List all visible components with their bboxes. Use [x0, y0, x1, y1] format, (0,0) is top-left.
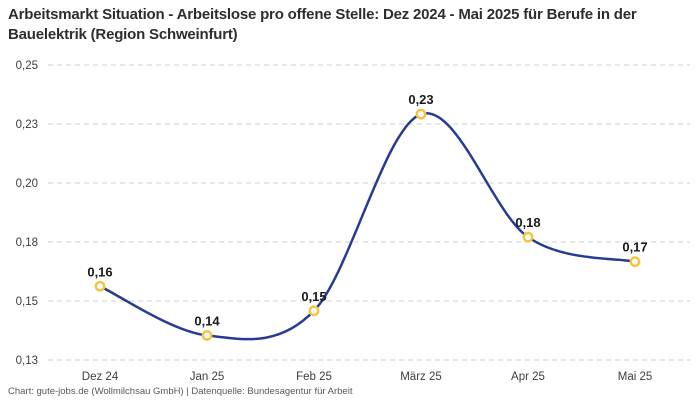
x-axis-tick-label: März 25 [400, 371, 442, 383]
series-line [98, 112, 637, 341]
data-point-label: 0,16 [87, 264, 112, 279]
y-axis-tick-label: 0,20 [16, 178, 38, 190]
data-point-marker [201, 330, 213, 341]
data-point-marker [308, 305, 320, 317]
data-point-label: 0,18 [515, 215, 540, 230]
data-point-label: 0,23 [408, 92, 433, 107]
data-point-marker [415, 108, 427, 120]
x-axis-tick-label: Jan 25 [190, 371, 225, 383]
y-axis-tick-label: 0,18 [16, 237, 38, 249]
chart-title: Arbeitsmarkt Situation - Arbeitslose pro… [8, 6, 637, 43]
data-point-marker [629, 256, 641, 268]
data-point-label: 0,17 [622, 240, 647, 255]
data-point-marker [94, 280, 106, 292]
chart-credit: Chart: gute-jobs.de (Wollmilchsau GmbH) … [8, 386, 353, 397]
y-axis-tick-label: 0,13 [16, 355, 38, 367]
data-point-label: 0,14 [194, 313, 220, 328]
y-axis-tick-label: 0,23 [16, 119, 38, 131]
x-axis-tick-label: Dez 24 [82, 371, 119, 383]
x-axis-tick-label: Mai 25 [618, 371, 653, 383]
x-axis-tick-label: Feb 25 [296, 371, 332, 383]
data-point-marker [522, 231, 534, 243]
y-axis-tick-label: 0,15 [16, 296, 38, 308]
y-axis-tick-label: 0,25 [16, 60, 38, 72]
data-point-label: 0,15 [301, 289, 326, 304]
x-axis-tick-label: Apr 25 [511, 371, 545, 383]
